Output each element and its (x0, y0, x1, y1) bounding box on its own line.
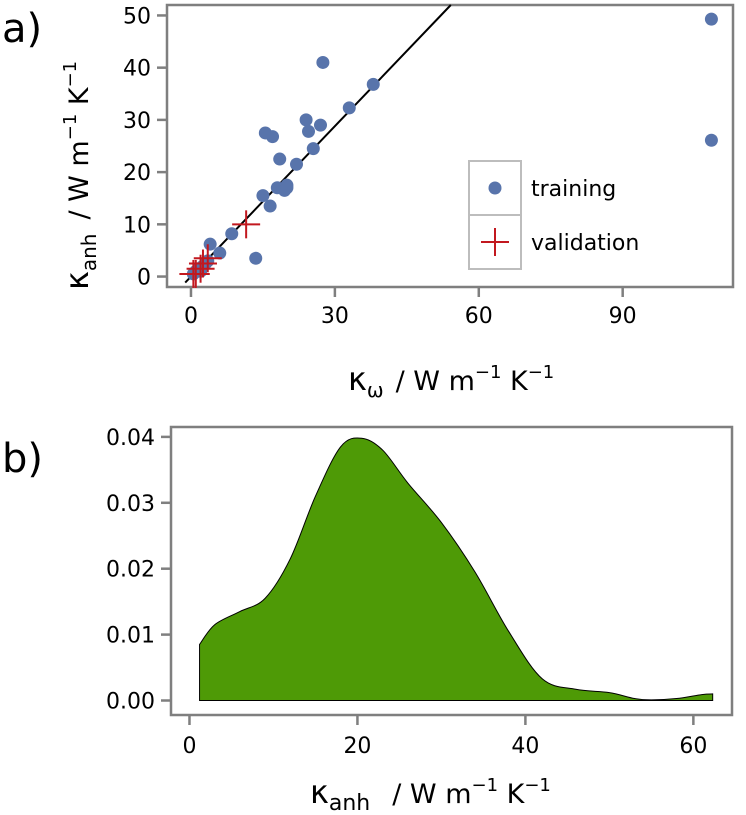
training-point (704, 133, 718, 147)
training-point (313, 118, 327, 132)
validation-point (186, 254, 215, 283)
training-point (256, 189, 270, 203)
x-tick-label-a-1: 30 (321, 304, 349, 329)
legend-validation-marker (481, 228, 509, 256)
legend-training-marker (488, 181, 502, 195)
training-point (704, 12, 718, 26)
training-point (316, 55, 330, 69)
legend-training-label: training (531, 177, 616, 202)
x-tick-label-a-3: 90 (609, 304, 637, 329)
y-tick-label-b-4: 0.04 (106, 426, 155, 451)
training-point (299, 113, 313, 127)
training-point (273, 152, 287, 166)
panel-a-points (179, 12, 718, 288)
y-tick-label-a-5: 50 (123, 4, 151, 29)
ylabel-subscript: anh (77, 234, 101, 272)
xlabel-unit-exp: −1 (475, 362, 502, 383)
training-point (225, 227, 239, 241)
ylabel-unit-exp: −1 (60, 114, 81, 141)
validation-point (193, 244, 222, 273)
x-tick-label-b-0: 0 (182, 734, 196, 759)
panel-a-xlabel: κω / W m−1 K−1 (348, 360, 554, 402)
xlabel-b-symbol: κ (310, 773, 329, 811)
xlabel-unit-k-exp: −1 (528, 362, 555, 383)
x-tick-label-b-1: 20 (343, 734, 371, 759)
training-point (302, 124, 315, 138)
x-tick-label-b-3: 60 (679, 734, 707, 759)
y-tick-label-a-3: 30 (123, 109, 151, 134)
xlabel-b-unit-exp: −1 (472, 775, 499, 796)
legend: training validation (468, 160, 639, 270)
panel-b-xlabel: κanh / W m−1 K−1 (310, 773, 551, 815)
training-point (306, 142, 320, 156)
training-point (342, 101, 356, 115)
x-tick-label-b-2: 40 (511, 734, 539, 759)
y-tick-label-a-2: 20 (123, 161, 151, 186)
xlabel-b-unit-k: K (498, 779, 526, 810)
ylabel-symbol: κ (58, 271, 96, 290)
y-tick-label-b-3: 0.03 (106, 492, 155, 517)
xlabel-unit: / W m (396, 366, 475, 397)
training-point (266, 130, 280, 144)
x-tick-label-a-0: 0 (184, 304, 198, 329)
y-tick-label-a-1: 10 (123, 213, 151, 238)
training-point (366, 77, 380, 91)
training-point (213, 246, 227, 260)
validation-point (232, 210, 261, 239)
ylabel-unit: / W m (64, 140, 95, 219)
y-tick-label-b-1: 0.01 (106, 624, 155, 649)
ylabel-unit-k-exp: −1 (60, 61, 81, 88)
training-point (249, 251, 263, 265)
panel-a-label: a) (2, 6, 42, 52)
xlabel-b-subscript: anh (329, 791, 370, 815)
validation-point (181, 259, 210, 288)
xlabel-symbol: κ (348, 360, 367, 398)
panel-b-label: b) (2, 436, 43, 482)
xlabel-b-unit-k-exp: −1 (524, 775, 551, 796)
fit-line (184, 4, 452, 284)
y-tick-label-a-0: 0 (137, 266, 151, 291)
x-tick-label-a-2: 60 (465, 304, 493, 329)
xlabel-unit-k: K (501, 366, 529, 397)
y-tick-label-b-2: 0.02 (106, 558, 155, 583)
density-area (199, 437, 714, 702)
ylabel-unit-k: K (64, 86, 95, 114)
legend-validation-label: validation (531, 231, 639, 256)
validation-point (188, 249, 217, 278)
y-tick-label-b-0: 0.00 (106, 690, 155, 715)
training-point (203, 237, 217, 251)
y-tick-label-a-4: 40 (123, 57, 151, 82)
panel-a-ylabel: κanh/ W m−1 K−1 (58, 61, 101, 290)
xlabel-subscript: ω (367, 378, 384, 402)
panel-a-frame (165, 3, 735, 289)
training-point (290, 157, 304, 171)
panel-a-axes: 0 30 60 90 0 10 20 30 40 50 (123, 4, 637, 329)
training-point (263, 199, 277, 213)
panel-b-axes: 0 20 40 60 0.00 0.01 0.02 0.03 0.04 (106, 426, 707, 759)
panel-b-frame (169, 425, 734, 717)
panel-b: b) 0 20 40 60 0.00 0.01 0.02 0.03 0.04 κanh / W m… (2, 425, 734, 815)
xlabel-b-unit: / W m (392, 779, 471, 810)
training-point (280, 181, 294, 195)
